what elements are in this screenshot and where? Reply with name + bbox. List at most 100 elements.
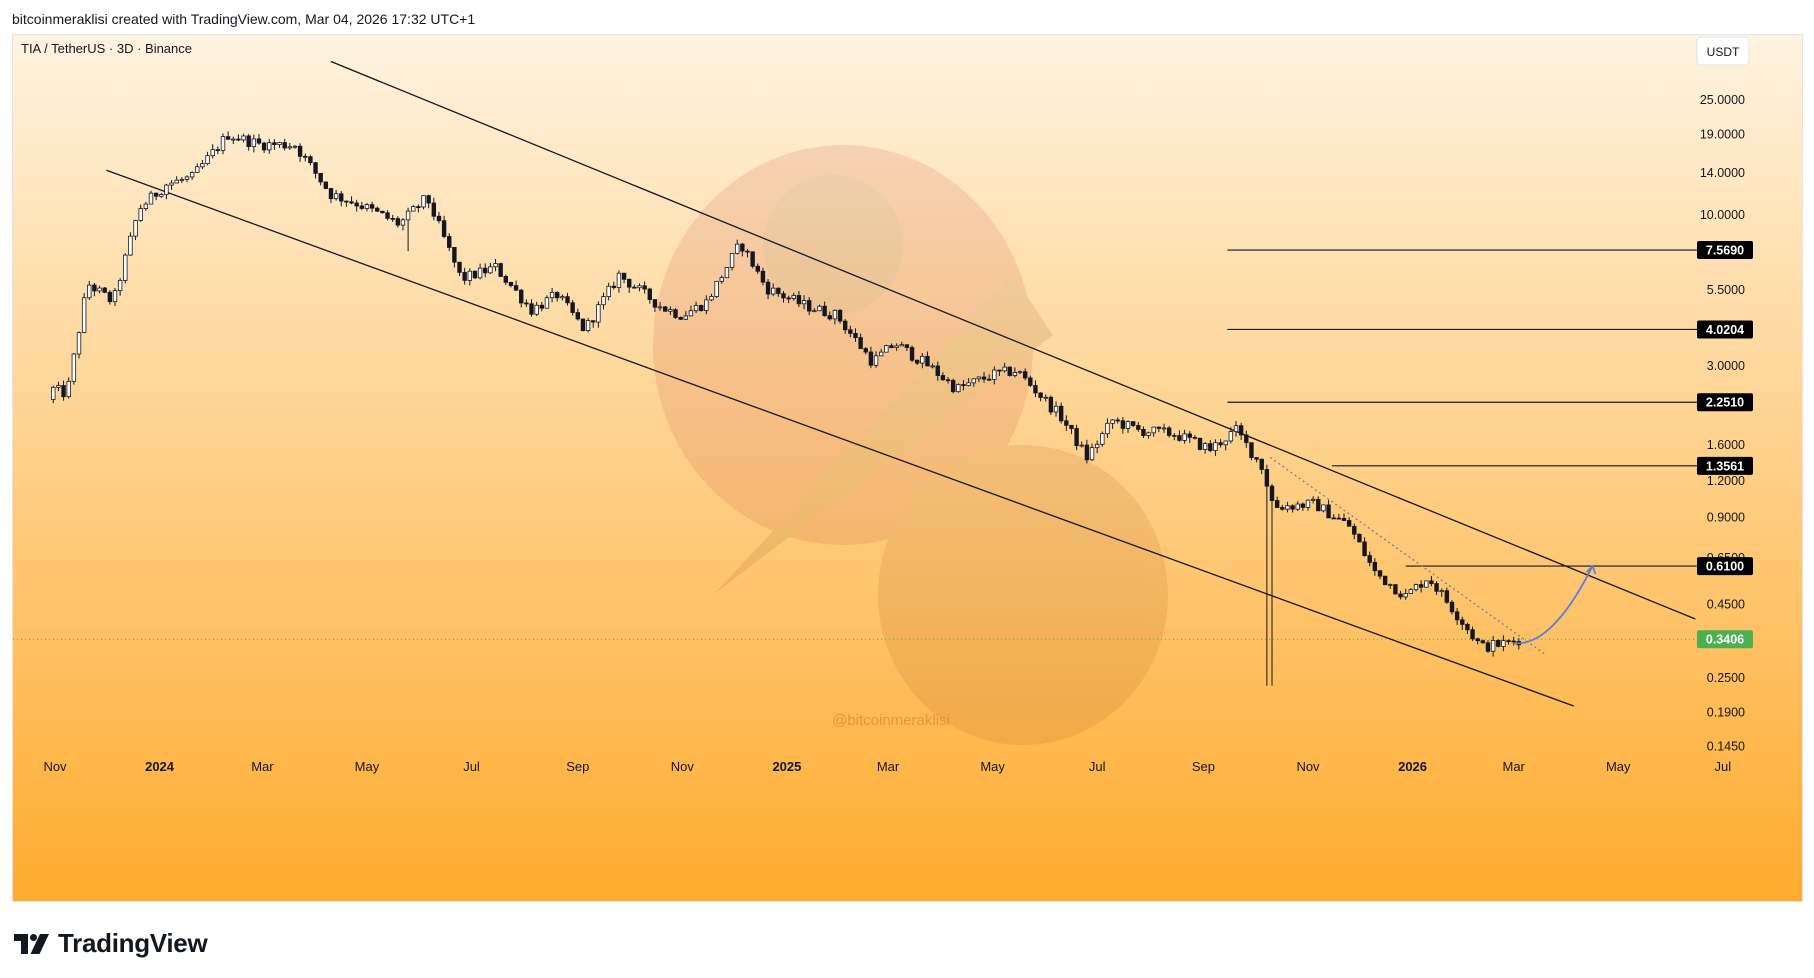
candle [297,143,303,162]
x-tick-label: Mar [1502,759,1525,774]
mascot-watermark-art [653,145,1168,745]
candle [133,219,138,241]
candle [1182,429,1187,444]
candle [1424,580,1429,588]
x-tick-label: 2026 [1398,759,1427,774]
price-axis[interactable]: 35.000025.000019.000014.000010.00005.500… [1697,51,1753,753]
candle [1105,418,1110,438]
candle [416,204,421,213]
tradingview-logo[interactable]: TradingView [14,928,208,959]
candle [1084,439,1090,464]
candle [246,134,251,151]
candle [1043,394,1048,402]
chart-area[interactable]: @bitcoinmeraklisi TIA / TetherUS · 3D · … [12,34,1803,902]
candle [1331,514,1336,520]
candle [169,180,174,190]
candle [657,302,663,311]
candle [868,346,874,369]
candle [627,278,632,293]
current-price-badge: 0.3406 [1697,630,1753,649]
candle [606,282,611,301]
candle [878,348,884,357]
candle [220,133,226,155]
candle [663,306,668,312]
x-tick-label: Jul [1089,759,1106,774]
candle [519,288,524,308]
candle [1166,426,1172,438]
price-chart[interactable]: @bitcoinmeraklisi TIA / TetherUS · 3D · … [13,35,1802,901]
candle [1100,431,1105,447]
channel-line-lower [106,169,1574,707]
candle [1274,496,1280,508]
candle [1269,483,1275,686]
candle [303,153,308,162]
candle [560,294,565,301]
price-level-label: 0.6100 [1706,560,1744,574]
candle [51,385,56,404]
candle [1202,441,1208,454]
candle [184,175,190,183]
candle [801,295,807,310]
candle [555,291,560,302]
candle [1125,420,1131,433]
candle [1388,583,1393,589]
candle [1223,440,1228,451]
candle [87,280,92,300]
candle [971,378,976,387]
candle [992,366,997,385]
candle [889,343,894,349]
y-tick-label: 5.5000 [1707,283,1745,297]
candle [724,267,730,279]
y-tick-label: 10.0000 [1700,208,1745,222]
candle [282,138,287,151]
candle [961,380,966,391]
candle [493,259,498,272]
candle [61,380,66,401]
candle [405,207,411,252]
candle [421,195,426,210]
candle [1259,458,1264,475]
candle [1022,368,1028,381]
candle [380,210,385,214]
price-level-label: 7.5690 [1706,244,1744,258]
candle [1310,496,1316,504]
currency-button[interactable]: USDT [1696,36,1750,66]
time-axis[interactable]: Nov 2024 Mar May Jul Sep Nov 2025 Mar May Jul Sep No… [43,759,1802,774]
candle [1120,416,1126,434]
candle [71,352,77,385]
x-tick-label: 2024 [145,759,175,774]
candle [272,139,277,150]
candle [1017,370,1023,375]
candle [1480,639,1486,644]
candle [925,351,930,367]
candle [436,211,442,224]
candle [1485,640,1491,654]
price-level-label: 4.0204 [1706,323,1744,337]
candle [148,190,154,205]
tradingview-logo-text: TradingView [58,928,208,958]
y-tick-label: 0.1450 [1707,739,1745,753]
candle [806,297,812,316]
price-level-badge: 1.3561 [1697,456,1753,475]
candle [1089,443,1095,461]
x-tick-label: Mar [251,759,274,774]
y-tick-label: 25.0000 [1700,93,1745,107]
candle [781,291,786,303]
candle [858,333,863,350]
candle [1362,537,1367,557]
y-tick-label: 0.4500 [1707,597,1745,611]
candle [899,341,904,347]
candle [431,197,437,221]
candle [138,204,143,222]
chart-background [13,35,1802,901]
candle [287,142,293,150]
candle [585,317,591,333]
candle [812,308,817,313]
price-level-badge: 0.6100 [1697,557,1753,576]
candle [452,246,457,268]
candle [986,374,992,382]
candle [426,194,431,209]
price-level-badge: 7.5690 [1697,241,1753,260]
candle [1341,513,1347,522]
candle [1300,502,1306,511]
